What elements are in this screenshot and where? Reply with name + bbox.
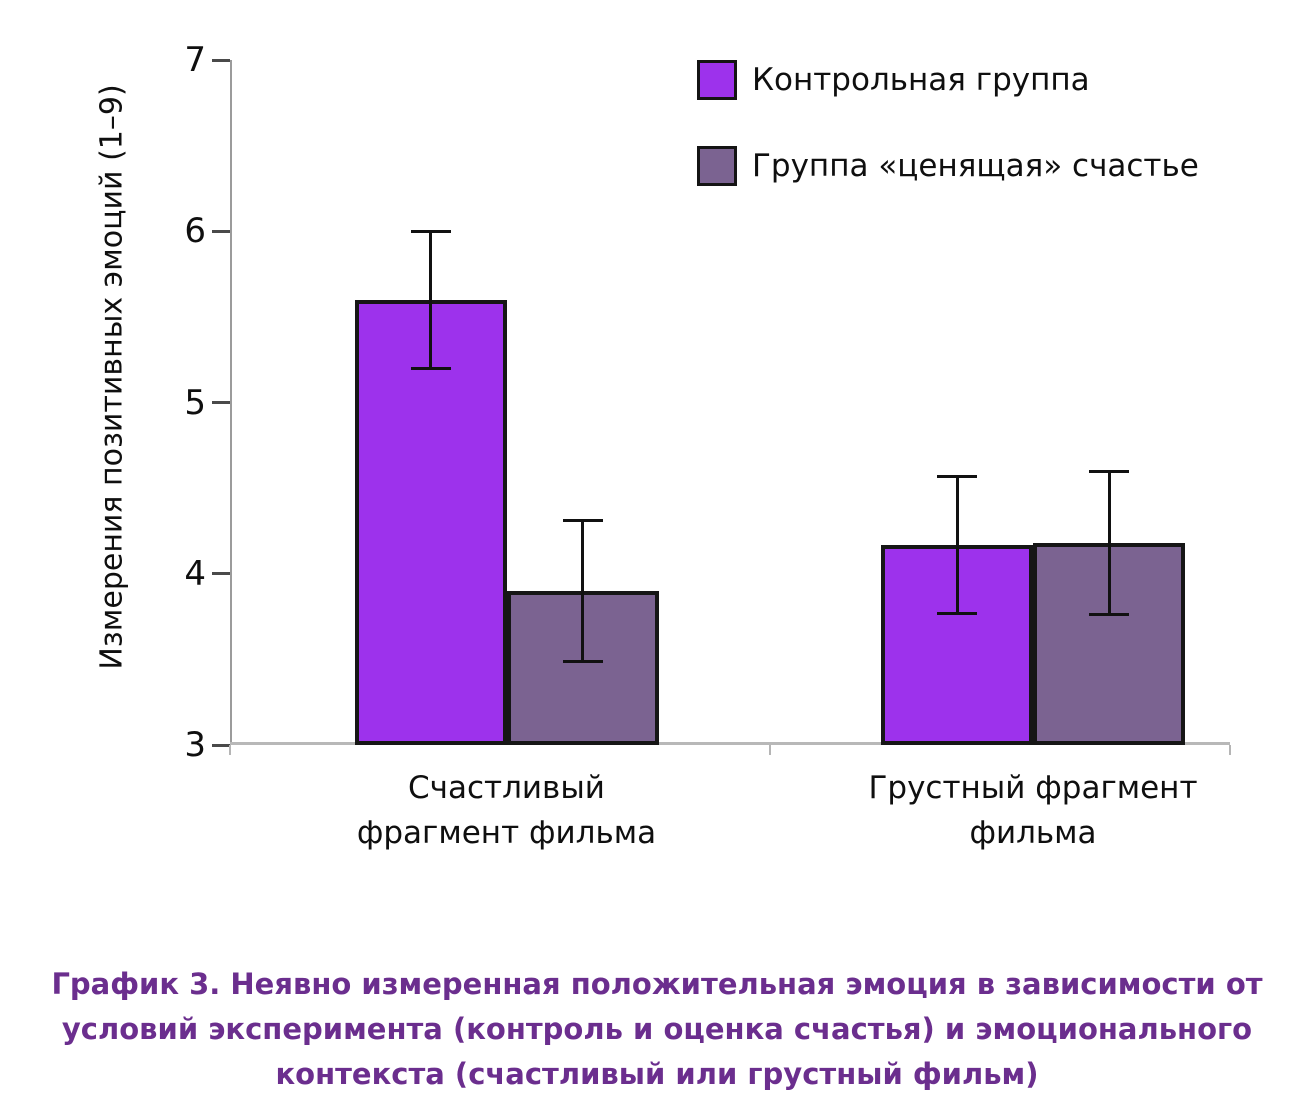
y-tick-label: 5 bbox=[184, 382, 206, 423]
error-bar-cap bbox=[1089, 613, 1129, 617]
legend-item-control-group: Контрольная группа bbox=[697, 60, 1199, 100]
error-bar bbox=[429, 231, 432, 369]
error-bar bbox=[1107, 471, 1111, 615]
y-axis-title: Измерения позитивных эмоций (1–9) bbox=[94, 84, 130, 670]
x-axis-line bbox=[230, 742, 1230, 745]
x-category-label-line: фильма bbox=[969, 815, 1097, 851]
y-tick-mark bbox=[212, 229, 230, 233]
y-tick-mark bbox=[212, 743, 230, 747]
error-bar-cap bbox=[410, 229, 451, 233]
x-category-label: Грустный фрагмент фильма bbox=[783, 766, 1283, 856]
legend-item-valuing-group: Группа «ценящая» счастье bbox=[697, 146, 1199, 186]
legend-swatch bbox=[697, 146, 737, 186]
plot-area: 3 4 5 6 7 Счастливый фрагмент фильма Грустный ф… bbox=[184, 40, 1231, 851]
y-axis-line bbox=[230, 60, 232, 745]
y-tick-label: 7 bbox=[184, 40, 206, 80]
y-tick-label: 4 bbox=[184, 553, 206, 594]
x-tick-mark bbox=[229, 745, 231, 755]
y-tick-label: 3 bbox=[184, 725, 206, 765]
figure-caption: График 3. Неявно измеренная положительна… bbox=[51, 967, 1263, 1091]
y-tick-mark bbox=[212, 572, 230, 576]
x-category-label-line: Счастливый bbox=[408, 770, 605, 806]
error-bar-cap bbox=[937, 474, 977, 478]
x-category-label: Счастливый фрагмент фильма bbox=[257, 766, 757, 856]
y-tick-mark bbox=[212, 401, 230, 404]
error-bar-cap bbox=[562, 659, 603, 663]
error-bar-cap bbox=[1089, 469, 1129, 473]
y-tick-label: 6 bbox=[184, 211, 206, 252]
y-tick-mark bbox=[212, 58, 230, 62]
x-category-label-line: фрагмент фильма bbox=[356, 815, 657, 851]
error-bar-cap bbox=[410, 366, 451, 370]
x-tick-mark bbox=[1229, 745, 1231, 755]
bar-series0-group0 bbox=[354, 299, 507, 745]
legend: Контрольная группа Группа «ценящая» счас… bbox=[697, 60, 1199, 186]
error-bar bbox=[581, 520, 584, 662]
legend-label: Группа «ценящая» счастье bbox=[752, 148, 1199, 184]
x-category-label-line: Грустный фрагмент bbox=[868, 770, 1198, 806]
error-bar bbox=[955, 476, 959, 614]
error-bar-cap bbox=[562, 519, 603, 523]
error-bar-cap bbox=[937, 611, 977, 615]
legend-label: Контрольная группа bbox=[752, 62, 1090, 98]
legend-swatch bbox=[697, 60, 737, 100]
x-tick-mark bbox=[769, 745, 771, 755]
